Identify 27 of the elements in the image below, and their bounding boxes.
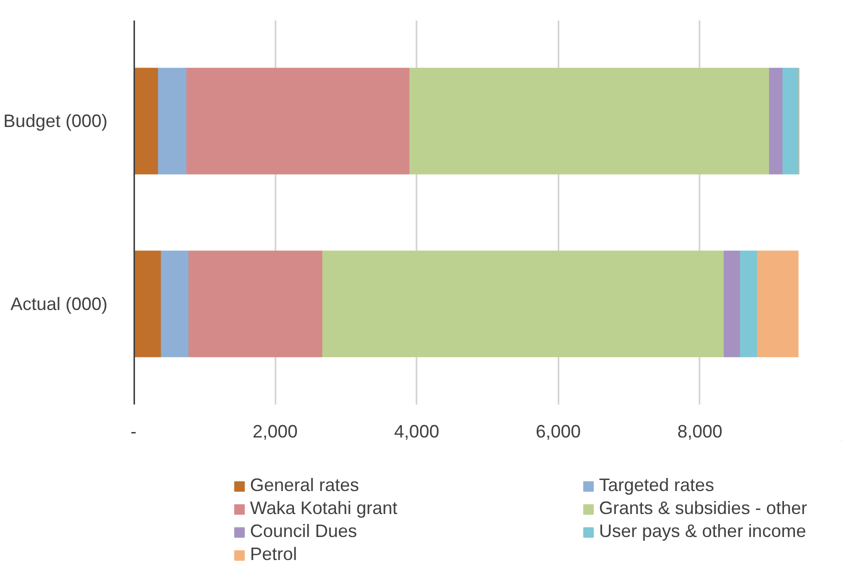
bar	[769, 68, 783, 174]
bar	[740, 250, 758, 358]
bar	[160, 250, 189, 358]
x-tick-label: 2,000	[252, 422, 298, 442]
legend-label: Waka Kotahi grant	[250, 498, 398, 519]
legend-label: User pays & other income	[599, 521, 808, 542]
y-tick-label: Actual (000)	[10, 294, 108, 314]
x-tick-label: 6,000	[536, 422, 581, 442]
bar	[188, 250, 323, 358]
legend-label: Petrol	[250, 544, 298, 565]
legend-label: Targeted rates	[599, 475, 716, 496]
bar	[782, 68, 800, 174]
x-tick-label: 4,000	[394, 422, 440, 442]
y-tick-label: Budget (000)	[3, 111, 108, 132]
legend-label: Grants & subsidies - other	[599, 498, 808, 519]
bar	[322, 250, 724, 358]
bar	[724, 250, 741, 358]
bar	[134, 250, 162, 358]
bar	[134, 68, 159, 174]
bar	[409, 68, 770, 174]
legend-label: General rates	[250, 475, 360, 496]
legend-label: Council Dues	[250, 521, 358, 542]
bar	[158, 68, 187, 174]
x-tick-label: 8,000	[677, 422, 722, 442]
x-tick-label: -	[130, 422, 137, 442]
bar	[186, 68, 410, 174]
bar	[757, 250, 799, 358]
